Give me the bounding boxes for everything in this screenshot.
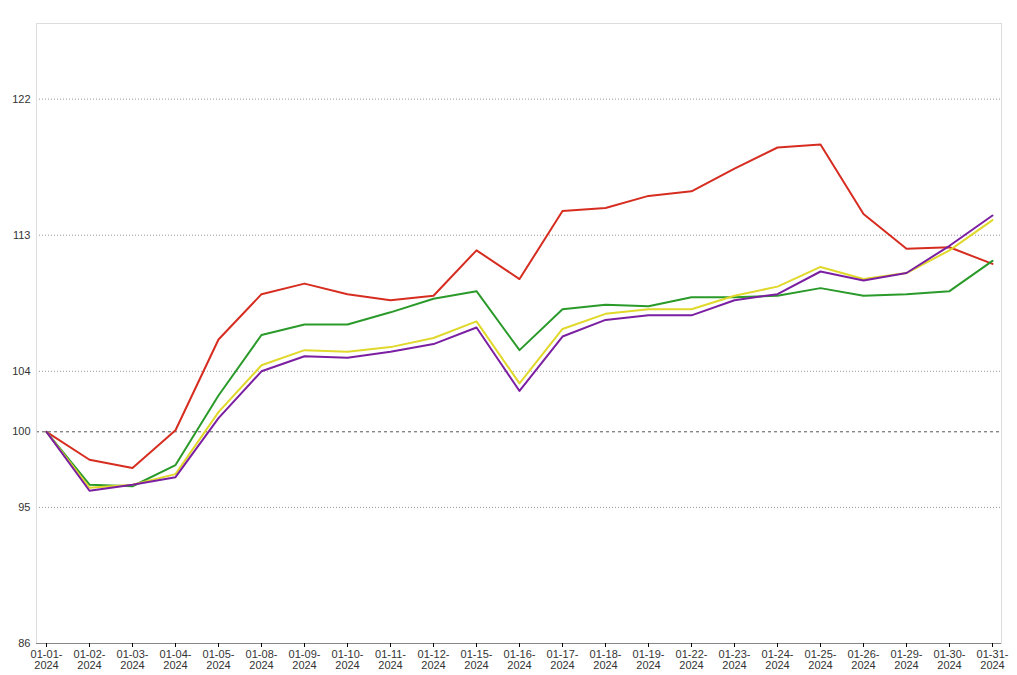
svg-text:113: 113	[13, 229, 31, 241]
svg-text:01-04-2024: 01-04-2024	[160, 648, 192, 671]
svg-text:122: 122	[12, 93, 30, 105]
svg-text:01-17-2024: 01-17-2024	[547, 648, 579, 671]
svg-text:01-03-2024: 01-03-2024	[117, 648, 149, 671]
svg-text:01-08-2024: 01-08-2024	[246, 648, 278, 671]
svg-text:01-26-2024: 01-26-2024	[848, 648, 880, 671]
svg-text:01-19-2024: 01-19-2024	[633, 648, 665, 671]
svg-text:01-09-2024: 01-09-2024	[289, 648, 321, 671]
svg-text:01-12-2024: 01-12-2024	[418, 648, 450, 671]
svg-text:01-25-2024: 01-25-2024	[805, 648, 837, 671]
svg-text:01-22-2024: 01-22-2024	[676, 648, 708, 671]
svg-text:01-16-2024: 01-16-2024	[504, 648, 536, 671]
svg-text:01-18-2024: 01-18-2024	[590, 648, 622, 671]
svg-text:104: 104	[12, 365, 30, 377]
svg-text:01-11-2024: 01-11-2024	[375, 648, 406, 671]
svg-text:86: 86	[18, 637, 30, 649]
svg-text:01-31-2024: 01-31-2024	[977, 648, 1009, 671]
svg-text:01-15-2024: 01-15-2024	[461, 648, 493, 671]
svg-text:95: 95	[18, 501, 30, 513]
svg-text:01-10-2024: 01-10-2024	[332, 648, 364, 671]
svg-text:01-02-2024: 01-02-2024	[74, 648, 106, 671]
svg-text:01-05-2024: 01-05-2024	[203, 648, 235, 671]
svg-text:01-23-2024: 01-23-2024	[719, 648, 751, 671]
svg-text:100: 100	[12, 425, 30, 437]
svg-text:01-29-2024: 01-29-2024	[891, 648, 923, 671]
svg-text:01-24-2024: 01-24-2024	[762, 648, 794, 671]
svg-text:01-01-2024: 01-01-2024	[31, 648, 63, 671]
svg-text:01-30-2024: 01-30-2024	[934, 648, 966, 671]
